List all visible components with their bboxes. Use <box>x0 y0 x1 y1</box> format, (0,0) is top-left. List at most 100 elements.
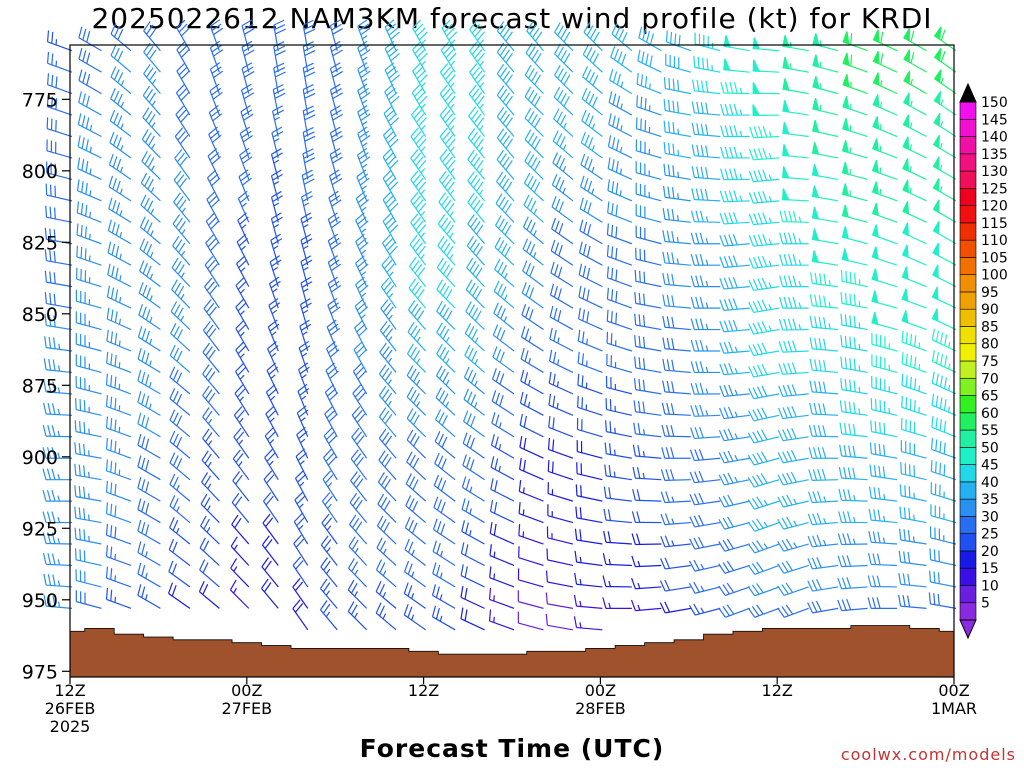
wind-barb <box>412 62 428 94</box>
wind-barb <box>300 212 313 244</box>
wind-barb <box>841 161 868 180</box>
wind-barb <box>518 524 544 545</box>
wind-barb <box>689 448 721 462</box>
wind-barb <box>777 538 809 552</box>
x-tick-label: 26FEB <box>45 699 96 718</box>
wind-barb <box>357 105 371 137</box>
wind-barb <box>523 172 544 202</box>
wind-barb <box>261 557 279 588</box>
wind-barb <box>749 126 780 139</box>
wind-barb <box>293 513 309 545</box>
wind-barb <box>42 468 72 481</box>
wind-barb <box>930 460 957 481</box>
wind-barb <box>406 343 427 373</box>
wind-barb <box>173 192 191 223</box>
wind-barb <box>870 398 898 416</box>
y-tick-label: 925 <box>22 518 58 540</box>
wind-barb <box>871 376 898 395</box>
wind-barb <box>110 88 132 116</box>
wind-barb <box>43 358 73 374</box>
wind-barb <box>871 202 898 223</box>
wind-barb <box>690 232 721 245</box>
wind-barb <box>437 235 456 266</box>
wind-barb <box>292 599 309 631</box>
wind-barb <box>234 384 250 416</box>
wind-barb <box>842 96 868 116</box>
wind-barb <box>298 362 310 395</box>
wind-barb <box>264 427 279 459</box>
wind-barb <box>719 384 750 398</box>
wind-barb <box>576 440 603 459</box>
wind-barb <box>205 234 220 266</box>
wind-barb <box>548 415 574 438</box>
colorbar-swatch <box>959 429 977 448</box>
wind-barb <box>300 276 313 309</box>
wind-barb <box>718 560 750 574</box>
wind-barb <box>382 126 399 159</box>
wind-barb <box>327 298 341 330</box>
wind-barb <box>138 304 161 331</box>
wind-barb <box>75 267 102 288</box>
wind-barb <box>44 227 73 245</box>
wind-barb <box>329 19 343 51</box>
x-tick-label: 28FEB <box>575 699 626 718</box>
wind-barb <box>299 319 312 352</box>
wind-barb <box>105 588 132 609</box>
wind-barb <box>142 107 161 137</box>
wind-barb <box>350 449 368 481</box>
wind-barb <box>718 582 750 596</box>
wind-barb <box>634 291 662 309</box>
wind-barb <box>461 498 485 524</box>
wind-barb <box>842 118 868 138</box>
wind-barb <box>577 373 603 395</box>
wind-barb <box>468 84 486 116</box>
wind-barb <box>488 588 515 609</box>
wind-barb <box>230 536 250 566</box>
colorbar-label: 65 <box>981 389 999 405</box>
colorbar-swatch <box>959 343 977 362</box>
wind-barb <box>463 388 485 416</box>
wind-barb <box>491 412 515 438</box>
wind-barb <box>574 572 603 588</box>
wind-barb <box>779 275 809 288</box>
wind-barb <box>933 69 957 95</box>
wind-barb <box>45 205 73 223</box>
wind-barb <box>603 530 632 545</box>
wind-barb <box>439 84 456 116</box>
wind-barb <box>203 299 220 330</box>
wind-barb <box>549 327 574 352</box>
wind-barb <box>579 175 603 202</box>
wind-barb <box>521 282 544 309</box>
wind-barb <box>432 518 456 545</box>
wind-barb <box>723 58 750 73</box>
wind-barb <box>901 310 927 331</box>
wind-barb <box>348 536 368 566</box>
wind-barb <box>409 234 427 266</box>
wind-barb <box>871 290 898 309</box>
wind-barb <box>406 365 427 395</box>
wind-barb <box>357 19 371 51</box>
wind-barb <box>490 434 515 459</box>
wind-barb <box>355 255 369 287</box>
wind-barb <box>75 289 102 309</box>
wind-barb <box>545 570 574 588</box>
wind-barb <box>719 406 750 420</box>
wind-barb <box>871 268 898 288</box>
wind-barb <box>871 159 898 180</box>
wind-barb <box>77 157 102 180</box>
wind-barb <box>199 559 220 588</box>
wind-barb <box>410 127 427 159</box>
wind-barb <box>176 41 191 73</box>
wind-barb <box>45 183 73 202</box>
wind-barb <box>139 216 161 245</box>
wind-barb <box>410 148 427 180</box>
wind-barb <box>349 514 368 545</box>
wind-barb <box>300 255 313 287</box>
wind-barb <box>635 139 662 159</box>
wind-barb <box>200 493 220 523</box>
wind-barb <box>933 112 957 138</box>
wind-barb <box>106 329 132 352</box>
wind-barb <box>719 212 750 225</box>
wind-barb <box>902 201 927 223</box>
wind-barb <box>411 84 428 116</box>
